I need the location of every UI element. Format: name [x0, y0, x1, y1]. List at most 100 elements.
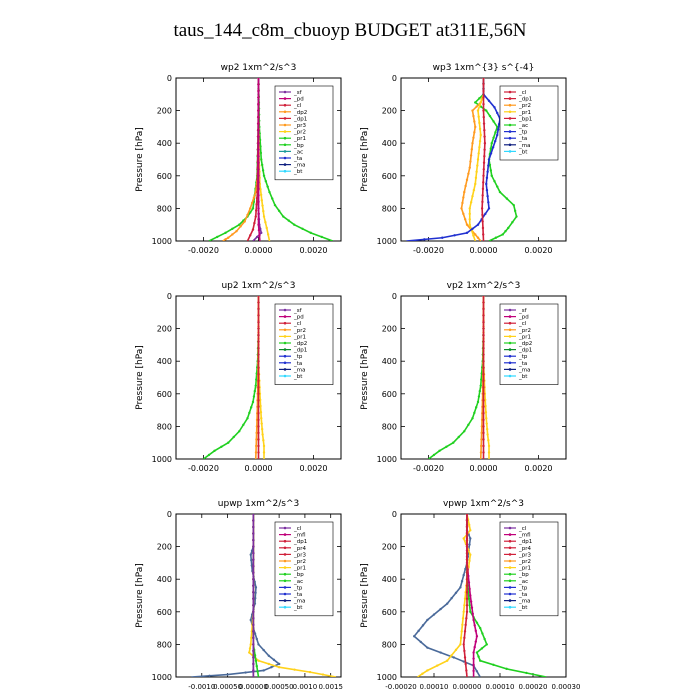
series-point [251, 207, 255, 210]
series-point [481, 632, 484, 635]
series-point [487, 451, 491, 454]
legend-marker [508, 110, 512, 114]
legend-marker [283, 526, 287, 530]
panel-title: upwp 1xm^2/s^3 [218, 499, 299, 509]
series-point [482, 83, 485, 86]
series-point [474, 233, 477, 236]
series-point [482, 102, 485, 106]
series-point [248, 647, 252, 650]
chart-panel-3: up2 1xm^2/s^3 Pressure [hPa] 0 200 400 600 800… [135, 281, 342, 473]
series-point [254, 215, 257, 218]
series-point [480, 431, 483, 435]
series-point [482, 233, 485, 236]
series-point [259, 410, 263, 414]
legend-entry: _dp1 [293, 348, 307, 354]
legend-entry: _mfl [293, 533, 306, 539]
series-point [260, 163, 264, 167]
series-point [476, 400, 480, 404]
series-point [254, 190, 257, 194]
series-point [463, 630, 467, 633]
series-point [482, 340, 485, 343]
series-point [487, 164, 490, 167]
series-point [463, 604, 466, 607]
series-point [465, 617, 468, 620]
legend-entry: _bp [518, 572, 529, 578]
y-tick-label: 800 [382, 422, 397, 431]
series-point [469, 594, 472, 597]
series-point [472, 188, 476, 192]
series-point [467, 581, 471, 584]
series-point [515, 215, 518, 218]
figure-title: taus_144_c8m_cbuoyp BUDGET at311E,56N [173, 20, 527, 41]
legend-marker [283, 599, 287, 602]
series-point [249, 234, 252, 237]
series-point [207, 453, 211, 457]
series-point [462, 643, 465, 646]
series-point [259, 193, 263, 197]
legend-entry: _ma [518, 143, 530, 149]
series-point [252, 514, 255, 516]
legend-entry: _pr4 [518, 546, 532, 552]
series-point [446, 659, 449, 662]
series-point [465, 178, 469, 182]
legend-entry: _pr3 [293, 123, 307, 129]
series-point [464, 567, 467, 571]
series-point [252, 395, 256, 398]
legend-marker [283, 163, 287, 166]
y-tick-label: 600 [157, 172, 172, 181]
series-point [487, 201, 490, 204]
series-point [485, 188, 489, 192]
x-tick-label: 0.00030 [552, 683, 581, 691]
series-point [462, 212, 465, 216]
series-point [475, 621, 479, 624]
series-point [473, 411, 476, 415]
y-tick-label: 200 [157, 107, 172, 116]
legend-marker [283, 143, 287, 147]
series-point [494, 131, 497, 134]
legend-marker [283, 341, 287, 345]
series-group [203, 296, 266, 459]
series-point [474, 640, 477, 643]
legend-entry: _ta [293, 156, 302, 162]
series-point [485, 417, 488, 420]
series-point [231, 227, 234, 230]
legend-entry: _cl [518, 526, 527, 532]
series-point [477, 395, 481, 398]
series-line [474, 78, 518, 241]
series-point [463, 656, 467, 659]
y-tick-label: 600 [382, 390, 397, 399]
series-point [261, 204, 264, 207]
series-point [270, 666, 273, 669]
legend-entry: _cl [518, 321, 527, 327]
series-point [512, 203, 515, 207]
series-point [463, 430, 466, 433]
series-point [260, 231, 263, 235]
series-point [262, 648, 265, 652]
series-point [475, 170, 478, 173]
legend-entry: _pr3 [518, 552, 532, 558]
legend-marker [283, 123, 287, 127]
y-tick-label: 400 [382, 575, 397, 584]
series-point [479, 444, 483, 448]
series-point [421, 624, 425, 627]
y-tick-label: 400 [382, 357, 397, 366]
legend-marker [283, 169, 287, 173]
y-tick-label: 1000 [377, 455, 397, 464]
series-point [471, 109, 474, 112]
series-point [484, 212, 487, 216]
series-point [492, 120, 495, 123]
series-point [462, 610, 465, 613]
series-point [496, 111, 499, 115]
series-point [256, 670, 259, 673]
legend-entry: _ma [293, 163, 305, 169]
series-point [253, 632, 257, 635]
series-point [216, 235, 219, 239]
series-point [238, 223, 241, 226]
series-point [452, 656, 455, 659]
legend-entry: _ac [293, 149, 303, 155]
series-point [260, 417, 263, 420]
series-point [461, 623, 464, 627]
series-point [254, 597, 257, 600]
series-point [482, 346, 485, 350]
series-point [485, 176, 489, 180]
